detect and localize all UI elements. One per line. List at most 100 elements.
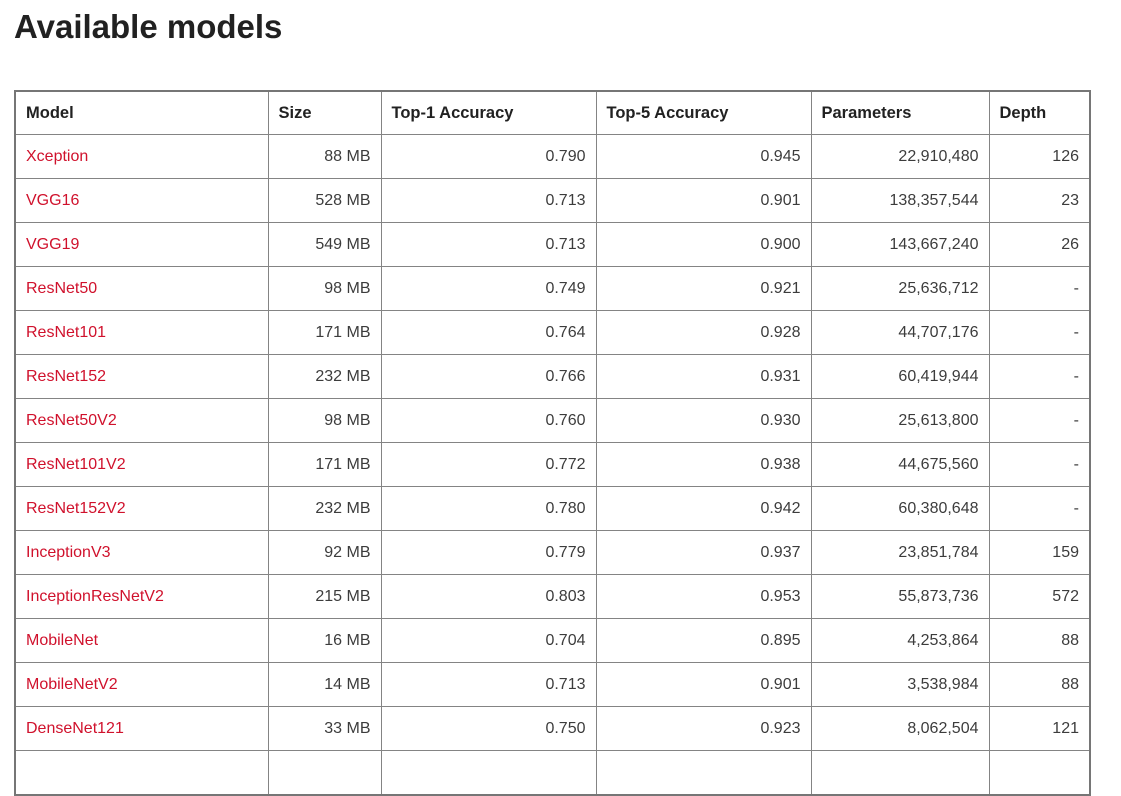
top1-cell: 0.766 <box>380 354 597 400</box>
model-link[interactable]: ResNet50 <box>26 279 98 297</box>
size-cell: 98 MB <box>267 266 382 312</box>
model-link[interactable]: VGG19 <box>26 235 80 253</box>
size-cell: 14 MB <box>267 662 382 708</box>
table-row: ResNet101V2 171 MB 0.772 0.938 44,675,56… <box>14 442 1091 488</box>
model-link[interactable]: VGG16 <box>26 191 80 209</box>
params-cell: 23,851,784 <box>810 530 990 576</box>
top1-cell: 0.713 <box>380 222 597 268</box>
table-row: MobileNet 16 MB 0.704 0.895 4,253,864 88 <box>14 618 1091 664</box>
model-cell: ResNet50 <box>14 266 269 312</box>
size-cell: 98 MB <box>267 398 382 444</box>
top1-cell: 0.779 <box>380 530 597 576</box>
params-cell: 44,675,560 <box>810 442 990 488</box>
size-cell: 88 MB <box>267 134 382 180</box>
model-cell: ResNet152V2 <box>14 486 269 532</box>
column-header-size: Size <box>267 90 382 136</box>
table-row: InceptionV3 92 MB 0.779 0.937 23,851,784… <box>14 530 1091 576</box>
table-row: ResNet152V2 232 MB 0.780 0.942 60,380,64… <box>14 486 1091 532</box>
model-link[interactable]: DenseNet121 <box>26 719 124 737</box>
model-link[interactable]: ResNet152 <box>26 367 107 385</box>
model-cell: Xception <box>14 134 269 180</box>
model-cell: InceptionV3 <box>14 530 269 576</box>
depth-cell: - <box>988 486 1091 532</box>
top1-cell: 0.764 <box>380 310 597 356</box>
depth-cell: - <box>988 310 1091 356</box>
table-row: InceptionResNetV2 215 MB 0.803 0.953 55,… <box>14 574 1091 620</box>
params-cell: 25,613,800 <box>810 398 990 444</box>
params-cell: 138,357,544 <box>810 178 990 224</box>
depth-cell: 572 <box>988 574 1091 620</box>
model-cell: ResNet101 <box>14 310 269 356</box>
model-cell: MobileNetV2 <box>14 662 269 708</box>
size-cell: 232 MB <box>267 354 382 400</box>
depth-cell: 121 <box>988 706 1091 752</box>
size-cell: 16 MB <box>267 618 382 664</box>
table-row: ResNet50 98 MB 0.749 0.921 25,636,712 - <box>14 266 1091 312</box>
model-cell: MobileNet <box>14 618 269 664</box>
size-cell: 528 MB <box>267 178 382 224</box>
table-row: MobileNetV2 14 MB 0.713 0.901 3,538,984 … <box>14 662 1091 708</box>
top5-cell: 0.901 <box>595 178 812 224</box>
size-cell: 171 MB <box>267 310 382 356</box>
depth-cell: 88 <box>988 618 1091 664</box>
table-row: Xception 88 MB 0.790 0.945 22,910,480 12… <box>14 134 1091 180</box>
model-link[interactable]: ResNet101V2 <box>26 455 126 473</box>
top5-cell: 0.923 <box>595 706 812 752</box>
model-cell: ResNet152 <box>14 354 269 400</box>
depth-cell: - <box>988 354 1091 400</box>
models-table: Model Size Top-1 Accuracy Top-5 Accuracy… <box>14 89 1091 796</box>
top5-cell: 0.942 <box>595 486 812 532</box>
params-cell: 22,910,480 <box>810 134 990 180</box>
params-cell: 25,636,712 <box>810 266 990 312</box>
page-title: Available models <box>14 8 283 45</box>
depth-cell: - <box>988 398 1091 444</box>
table-row: ResNet50V2 98 MB 0.760 0.930 25,613,800 … <box>14 398 1091 444</box>
top1-cell: 0.780 <box>380 486 597 532</box>
model-link[interactable]: ResNet101 <box>26 323 107 341</box>
top5-cell: 0.928 <box>595 310 812 356</box>
size-cell: 171 MB <box>267 442 382 488</box>
header-row: Model Size Top-1 Accuracy Top-5 Accuracy… <box>14 90 1091 136</box>
depth-cell: - <box>988 266 1091 312</box>
top5-cell: 0.895 <box>595 618 812 664</box>
top1-cell: 0.713 <box>380 178 597 224</box>
params-cell: 143,667,240 <box>810 222 990 268</box>
model-cell: DenseNet121 <box>14 706 269 752</box>
column-header-depth: Depth <box>988 90 1091 136</box>
model-link[interactable]: MobileNet <box>26 631 99 649</box>
params-cell: 55,873,736 <box>810 574 990 620</box>
model-cell: ResNet50V2 <box>14 398 269 444</box>
size-cell: 549 MB <box>267 222 382 268</box>
model-cell: VGG16 <box>14 178 269 224</box>
top5-cell: 0.953 <box>595 574 812 620</box>
depth-cell: 88 <box>988 662 1091 708</box>
model-link[interactable]: InceptionV3 <box>26 543 111 561</box>
top5-cell: 0.938 <box>595 442 812 488</box>
model-cell: VGG19 <box>14 222 269 268</box>
top1-cell: 0.749 <box>380 266 597 312</box>
depth-cell: - <box>988 442 1091 488</box>
top1-cell: 0.790 <box>380 134 597 180</box>
model-link[interactable]: ResNet152V2 <box>26 499 126 517</box>
top5-cell: 0.930 <box>595 398 812 444</box>
model-link[interactable]: MobileNetV2 <box>26 675 118 693</box>
top5-cell: 0.901 <box>595 662 812 708</box>
size-cell: 92 MB <box>267 530 382 576</box>
column-header-model: Model <box>14 90 269 136</box>
top5-cell: 0.931 <box>595 354 812 400</box>
params-cell: 4,253,864 <box>810 618 990 664</box>
model-link[interactable]: InceptionResNetV2 <box>26 587 164 605</box>
model-link[interactable]: Xception <box>26 147 89 165</box>
params-cell: 60,380,648 <box>810 486 990 532</box>
column-header-top1: Top-1 Accuracy <box>380 90 597 136</box>
top1-cell: 0.713 <box>380 662 597 708</box>
column-header-params: Parameters <box>810 90 990 136</box>
depth-cell: 159 <box>988 530 1091 576</box>
top1-cell: 0.750 <box>380 706 597 752</box>
model-link[interactable]: ResNet50V2 <box>26 411 117 429</box>
top5-cell: 0.900 <box>595 222 812 268</box>
size-cell: 232 MB <box>267 486 382 532</box>
table-row: ResNet152 232 MB 0.766 0.931 60,419,944 … <box>14 354 1091 400</box>
size-cell: 33 MB <box>267 706 382 752</box>
table-row: VGG16 528 MB 0.713 0.901 138,357,544 23 <box>14 178 1091 224</box>
